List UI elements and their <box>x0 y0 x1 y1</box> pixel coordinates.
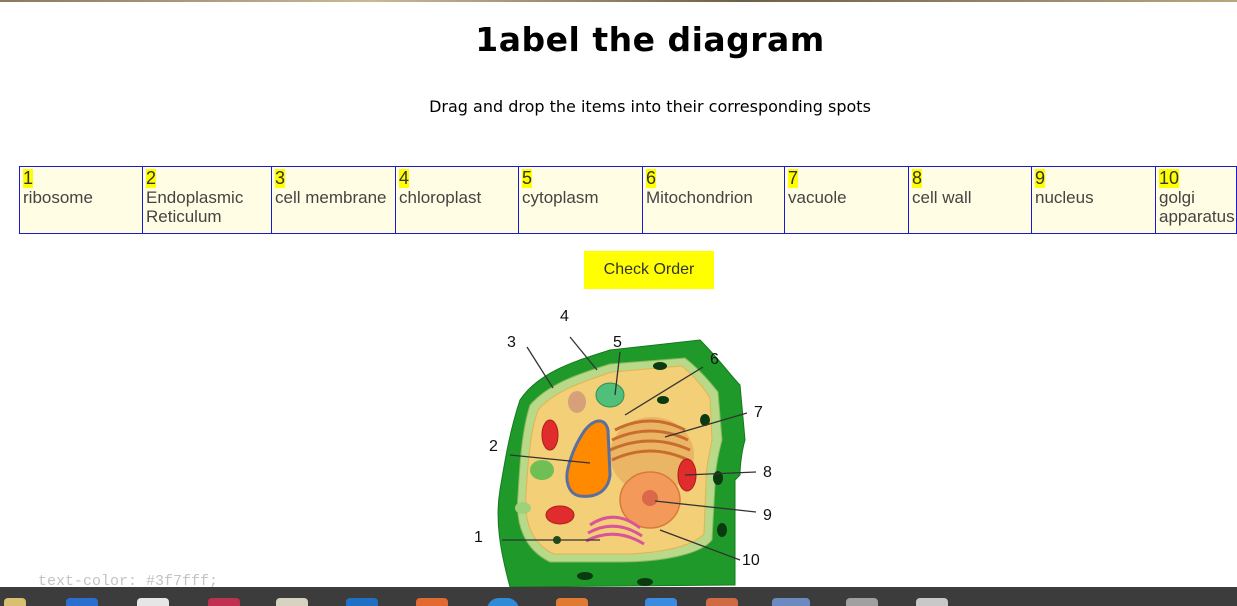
draggable-item-nucleus[interactable]: 9 nucleus <box>1031 166 1156 234</box>
check-order-button[interactable]: Check Order <box>584 251 714 289</box>
draggable-items-list: 1 ribosome 2 Endoplasmic Reticulum 3 cel… <box>19 166 1237 234</box>
item-label: cytoplasm <box>522 188 599 207</box>
item-number: 5 <box>522 168 533 188</box>
diagram-label-7: 7 <box>754 404 763 421</box>
item-number: 1 <box>23 168 34 188</box>
item-number: 7 <box>788 168 799 188</box>
golgi-shape <box>609 419 691 462</box>
window-top-strip <box>0 0 1237 2</box>
item-label: cell membrane <box>275 188 387 207</box>
item-number: 2 <box>146 168 157 188</box>
app-icon[interactable] <box>208 598 240 606</box>
diagram-label-4: 4 <box>560 308 569 325</box>
diagram-label-6: 6 <box>710 351 719 368</box>
item-number: 10 <box>1159 168 1180 188</box>
item-label: ribosome <box>23 188 93 207</box>
mitochondrion-shape <box>541 419 559 451</box>
item-number: 3 <box>275 168 286 188</box>
diagram-label-9: 9 <box>763 507 772 524</box>
os-taskbar <box>0 587 1237 606</box>
item-number: 9 <box>1035 168 1046 188</box>
draggable-item-mitochondrion[interactable]: 6 Mitochondrion <box>642 166 785 234</box>
diagram-label-2: 2 <box>489 438 498 455</box>
diagram-label-5: 5 <box>613 334 622 351</box>
endoplasmic-reticulum-shape <box>565 419 612 498</box>
draggable-item-chloroplast[interactable]: 4 chloroplast <box>395 166 519 234</box>
draggable-item-ribosome[interactable]: 1 ribosome <box>19 166 143 234</box>
draggable-item-vacuole[interactable]: 7 vacuole <box>784 166 909 234</box>
item-label: Mitochondrion <box>646 188 753 207</box>
plant-cell-diagram: 1 2 3 4 5 6 7 8 9 10 <box>474 308 772 587</box>
files-icon[interactable] <box>137 598 169 606</box>
chloroplast-shape <box>595 382 625 408</box>
label-pointer-lines <box>502 336 757 561</box>
item-label: chloroplast <box>399 188 482 207</box>
terminal-icon[interactable] <box>916 598 948 606</box>
item-label: nucleus <box>1035 188 1094 207</box>
draggable-item-cytoplasm[interactable]: 5 cytoplasm <box>518 166 643 234</box>
display-icon[interactable] <box>772 598 810 606</box>
package-icon[interactable] <box>416 598 448 606</box>
item-number: 8 <box>912 168 923 188</box>
background-ghost-text: text-color: #3f7fff; <box>38 573 219 590</box>
spreadsheet-icon[interactable] <box>706 598 738 606</box>
item-number: 4 <box>399 168 410 188</box>
page-title: 1abel the diagram <box>475 20 825 59</box>
text-editor-icon[interactable] <box>276 598 308 606</box>
item-number: 6 <box>646 168 657 188</box>
globe-icon[interactable] <box>487 598 519 606</box>
presentation-icon[interactable] <box>556 598 588 606</box>
launcher-icon[interactable] <box>4 598 26 606</box>
item-label: vacuole <box>788 188 847 207</box>
document-icon[interactable] <box>346 598 378 606</box>
instructions-text: Drag and drop the items into their corre… <box>429 97 871 116</box>
item-label: cell wall <box>912 188 972 207</box>
settings-icon[interactable] <box>846 598 878 606</box>
draggable-item-cell-membrane[interactable]: 3 cell membrane <box>271 166 396 234</box>
vacuole-shape <box>610 417 694 493</box>
diagram-label-1: 1 <box>474 529 483 546</box>
draggable-item-golgi-apparatus[interactable]: 10 golgi apparatus <box>1155 166 1237 234</box>
media-icon[interactable] <box>645 598 677 606</box>
item-label: golgi apparatus <box>1159 188 1235 226</box>
draggable-item-endoplasmic-reticulum[interactable]: 2 Endoplasmic Reticulum <box>142 166 272 234</box>
diagram-label-8: 8 <box>763 464 772 481</box>
browser-icon[interactable] <box>66 598 98 606</box>
item-label: Endoplasmic Reticulum <box>146 188 244 226</box>
draggable-item-cell-wall[interactable]: 8 cell wall <box>908 166 1032 234</box>
diagram-label-10: 10 <box>742 552 760 569</box>
diagram-label-3: 3 <box>507 334 516 351</box>
